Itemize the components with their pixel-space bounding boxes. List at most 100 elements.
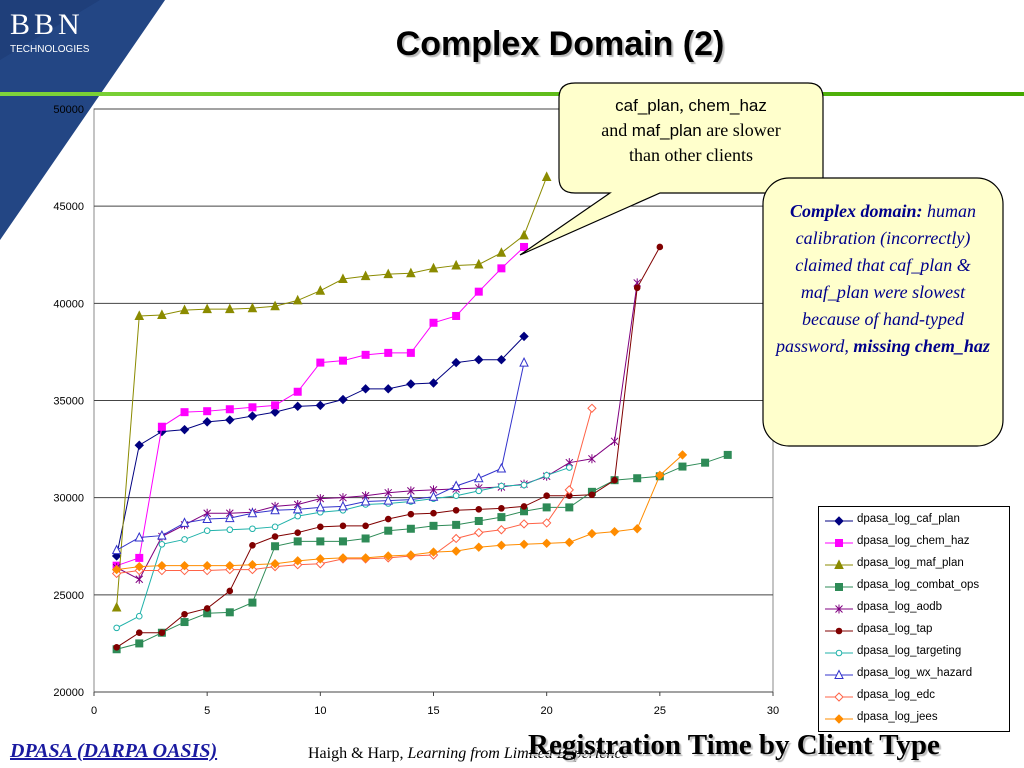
data-point-dpasa_log_caf_plan [428,378,439,388]
footer-authors: Haigh & Harp, [308,745,408,762]
data-point-dpasa_log_maf_plan [496,247,507,257]
data-point-dpasa_log_wx_hazard [179,517,190,527]
data-point-dpasa_log_chem_haz [384,348,393,357]
data-point-dpasa_log_chem_haz [293,387,302,396]
legend-label: dpasa_log_aodb [857,601,943,613]
data-point-dpasa_log_aodb [407,486,415,496]
data-point-dpasa_log_caf_plan [247,411,258,421]
data-point-dpasa_log_jees [157,560,167,571]
callout-slow-and: and [601,120,632,140]
x-tick-label: 30 [767,705,779,717]
data-point-dpasa_log_aodb [135,574,144,584]
callout-slow-sep: , [679,95,689,115]
x-tick-label: 15 [427,705,439,717]
data-point-dpasa_log_jees [541,538,552,549]
page-title: Complex Domain (2) [395,25,725,63]
legend-swatch [825,583,853,591]
legend-swatch-marker [835,539,843,547]
data-point-dpasa_log_targeting [226,526,234,534]
callout-complex-heading: Complex domain: [789,201,923,221]
data-point-dpasa_log_combat_ops [497,513,506,522]
callout-slow-line3: than other clients [629,145,753,165]
data-point-dpasa_log_combat_ops [361,534,370,543]
legend-swatch-marker [835,604,843,614]
data-point-dpasa_log_caf_plan [270,407,280,417]
data-point-dpasa_log_jees [587,528,597,539]
y-tick-label: 35000 [53,396,84,408]
data-point-dpasa_log_wx_hazard [451,480,461,491]
data-point-dpasa_log_targeting [249,525,256,533]
data-point-dpasa_log_chem_haz [520,242,529,251]
data-point-dpasa_log_tap [543,492,550,500]
data-point-dpasa_log_tap [384,515,392,523]
data-point-dpasa_log_maf_plan [315,285,326,295]
data-point-dpasa_log_targeting [135,612,143,620]
y-tick-label: 25000 [53,590,84,602]
legend-label: dpasa_log_combat_ops [857,579,980,591]
data-point-dpasa_log_chem_haz [474,287,483,296]
legend-swatch-marker [834,714,844,724]
legend-swatch-marker [834,559,844,569]
data-point-dpasa_log_maf_plan [292,294,303,305]
data-point-dpasa_log_caf_plan [134,440,144,450]
data-point-dpasa_log_targeting [113,624,120,632]
data-point-dpasa_log_combat_ops [225,608,234,617]
data-point-dpasa_log_jees [428,547,439,557]
callout-complex-emphasis: missing chem_haz [853,336,990,356]
data-point-dpasa_log_combat_ops [384,526,393,535]
data-point-dpasa_log_jees [564,537,575,548]
data-point-dpasa_log_maf_plan [270,300,280,311]
data-point-dpasa_log_maf_plan [224,303,235,314]
data-point-dpasa_log_maf_plan [179,304,190,315]
data-point-dpasa_log_maf_plan [111,601,122,612]
data-point-dpasa_log_aodb [588,454,596,464]
data-point-dpasa_log_combat_ops [701,458,710,467]
data-point-dpasa_log_wx_hazard [360,495,371,506]
legend-item: dpasa_log_maf_plan [819,555,1009,575]
data-point-dpasa_log_tap [430,509,437,517]
x-tick-label: 25 [654,705,666,717]
data-point-dpasa_log_tap [633,284,641,292]
data-point-dpasa_log_wx_hazard [428,491,439,501]
data-point-dpasa_log_maf_plan [428,262,439,273]
data-point-dpasa_log_jees [111,564,122,575]
legend-swatch [825,649,853,657]
footer-caption: Registration Time by Client Type [528,729,940,761]
data-point-dpasa_log_combat_ops [474,516,483,525]
legend-label: dpasa_log_chem_haz [857,535,970,547]
data-point-dpasa_log_jees [315,554,326,564]
data-point-dpasa_log_wx_hazard [383,494,394,505]
callout-slow-client-b: chem_haz [688,96,767,115]
legend-item: dpasa_log_jees [819,709,1009,729]
legend-item: dpasa_log_chem_haz [819,533,1009,553]
footer-project-link[interactable]: DPASA (DARPA OASIS) [10,740,218,762]
data-point-dpasa_log_combat_ops [338,537,347,546]
y-tick-label: 30000 [53,493,84,505]
data-point-dpasa_log_wx_hazard [315,501,326,512]
data-point-dpasa_log_targeting [543,472,550,479]
data-point-dpasa_log_tap [611,476,618,484]
data-point-dpasa_log_jees [134,561,144,572]
data-point-dpasa_log_chem_haz [180,408,189,417]
data-point-dpasa_log_maf_plan [451,259,461,270]
legend-item: dpasa_log_targeting [819,643,1009,663]
data-point-dpasa_log_chem_haz [497,264,506,273]
callout-complex-domain: Complex domain: human calibration (incor… [763,178,1003,446]
legend-swatch-marker [835,627,843,635]
data-point-dpasa_log_maf_plan [202,303,212,314]
legend-label: dpasa_log_wx_hazard [857,667,973,679]
data-point-dpasa_log_caf_plan [225,415,235,425]
data-point-dpasa_log_combat_ops [271,542,280,551]
data-point-dpasa_log_caf_plan [383,384,393,394]
data-point-dpasa_log_combat_ops [406,524,415,533]
data-point-dpasa_log_chem_haz [316,358,325,367]
data-point-dpasa_log_maf_plan [406,267,416,278]
data-point-dpasa_log_wx_hazard [496,462,507,473]
legend-item: dpasa_log_caf_plan [819,511,1009,531]
data-point-dpasa_log_combat_ops [180,618,189,627]
series-line-dpasa_log_combat_ops [116,454,728,650]
legend-swatch [825,714,853,724]
data-point-dpasa_log_jees [609,526,620,537]
